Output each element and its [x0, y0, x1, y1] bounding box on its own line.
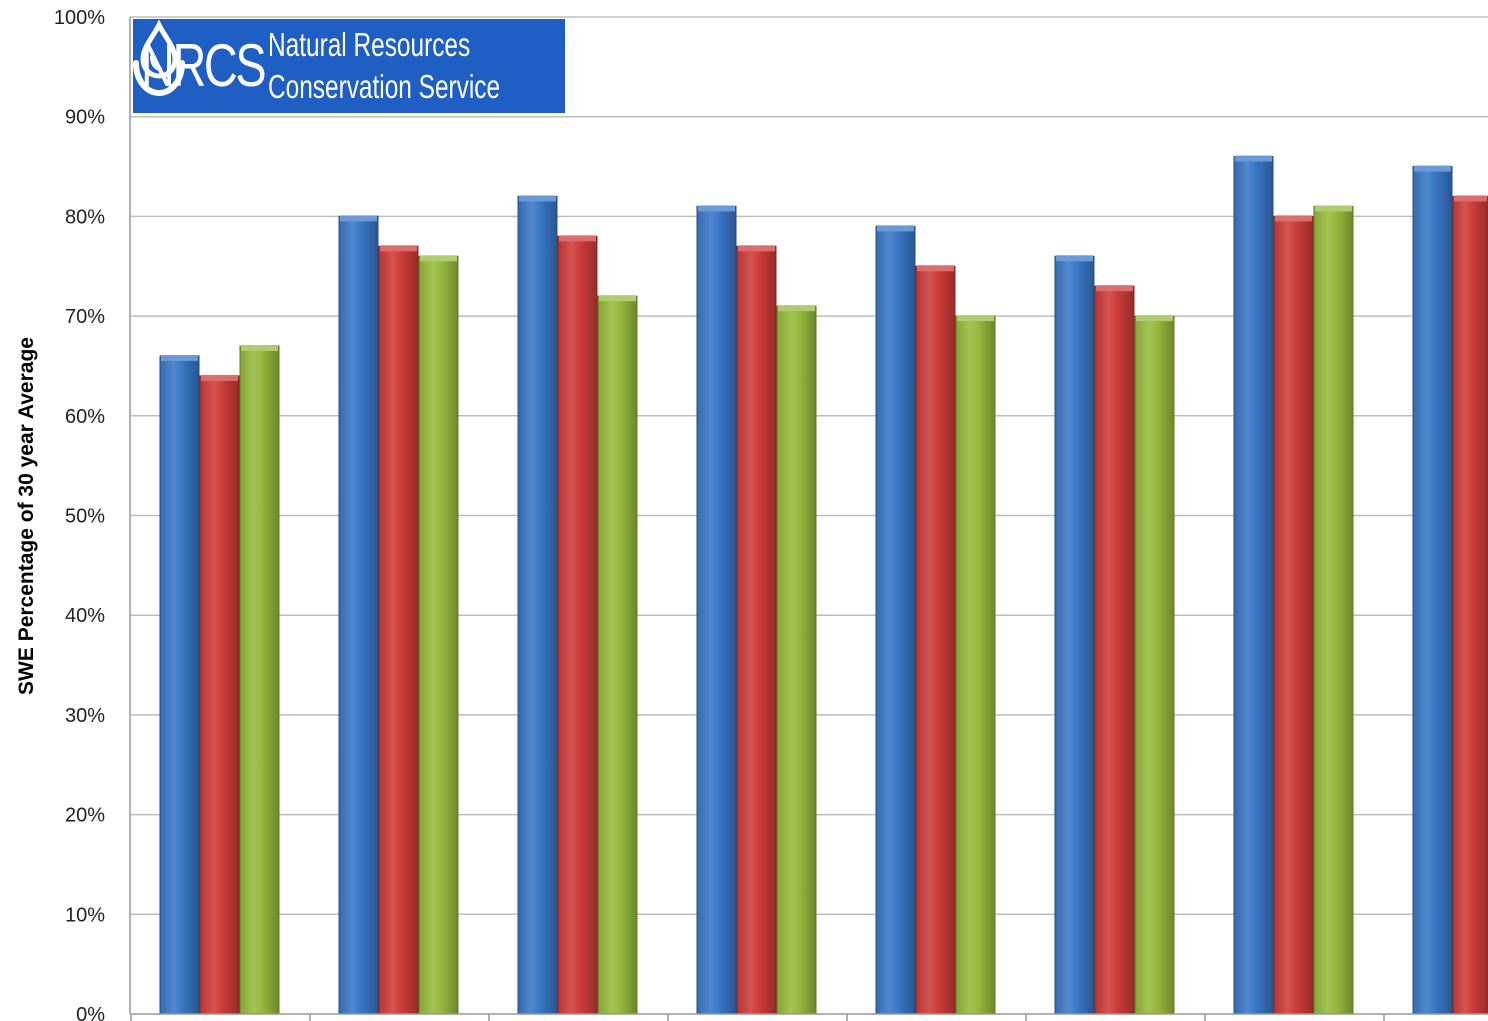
bar-cap	[161, 354, 198, 361]
y-tick-label: 60%	[65, 406, 105, 428]
logo-name-line-1: Natural Resources	[268, 26, 471, 63]
y-tick-label: 20%	[65, 805, 105, 827]
y-tick-label: 90%	[65, 107, 105, 129]
bar-cap	[1096, 285, 1133, 292]
bar-cap	[599, 295, 636, 302]
bar-cap	[380, 245, 417, 252]
water-drop-icon	[133, 19, 185, 97]
bar	[875, 225, 916, 1015]
bar	[1134, 315, 1175, 1015]
bar-cap	[957, 315, 994, 322]
bar	[696, 205, 737, 1015]
bar	[418, 255, 459, 1015]
y-tick-label: 50%	[65, 506, 105, 528]
bar	[1273, 215, 1314, 1015]
logo-agency-name: Natural Resources Conservation Service	[268, 24, 500, 108]
bar-cap	[559, 235, 596, 242]
logo-acronym: NRCS	[141, 32, 267, 99]
bars	[159, 155, 1488, 1015]
bar-cap	[420, 255, 457, 262]
bar-cap	[1136, 315, 1173, 322]
bar-cap	[1454, 195, 1487, 202]
bar-cap	[201, 374, 238, 381]
bar	[1094, 285, 1135, 1015]
bar	[776, 305, 817, 1015]
bar-cap	[917, 265, 954, 272]
y-tick-label: 10%	[65, 904, 105, 926]
bar-cap	[1275, 215, 1312, 222]
bar	[517, 195, 558, 1015]
bar	[1452, 195, 1488, 1015]
bar	[736, 245, 777, 1015]
bar-cap	[1235, 155, 1272, 162]
bar-cap	[340, 215, 377, 222]
bar-cap	[738, 245, 775, 252]
y-tick-label: 70%	[65, 306, 105, 328]
bar	[915, 265, 956, 1015]
bar	[955, 315, 996, 1015]
bar-cap	[1315, 205, 1352, 212]
bar	[338, 215, 379, 1015]
bar-cap	[778, 305, 815, 312]
bar-cap	[877, 225, 914, 232]
bar	[1054, 255, 1095, 1015]
y-tick-label: 40%	[65, 605, 105, 627]
bar-cap	[1414, 165, 1451, 172]
bar	[1313, 205, 1354, 1015]
bar	[1412, 166, 1453, 1015]
bar	[1233, 156, 1274, 1015]
logo-name-line-2: Conservation Service	[268, 68, 501, 105]
bar	[199, 375, 240, 1015]
bar	[597, 295, 638, 1015]
y-tick-label: 30%	[65, 705, 105, 727]
y-tick-label: 80%	[65, 206, 105, 228]
y-tick-label: 0%	[76, 1004, 105, 1021]
bar-cap	[698, 205, 735, 212]
bar	[239, 345, 280, 1015]
y-tick-label: 100%	[54, 7, 105, 29]
bar-cap	[1056, 255, 1093, 262]
bar-cap	[241, 345, 278, 352]
bar-cap	[519, 195, 556, 202]
nrcs-logo: NRCS Natural Resources Conservation Serv…	[133, 19, 565, 113]
y-axis-label: SWE Percentage of 30 year Average	[15, 337, 38, 695]
bar	[557, 235, 598, 1015]
bar	[159, 355, 200, 1015]
axes: 0% 10% 20% 30% 40% 50% 60% 70% 80% 90% 100%	[54, 7, 1488, 1021]
bar	[378, 245, 419, 1015]
